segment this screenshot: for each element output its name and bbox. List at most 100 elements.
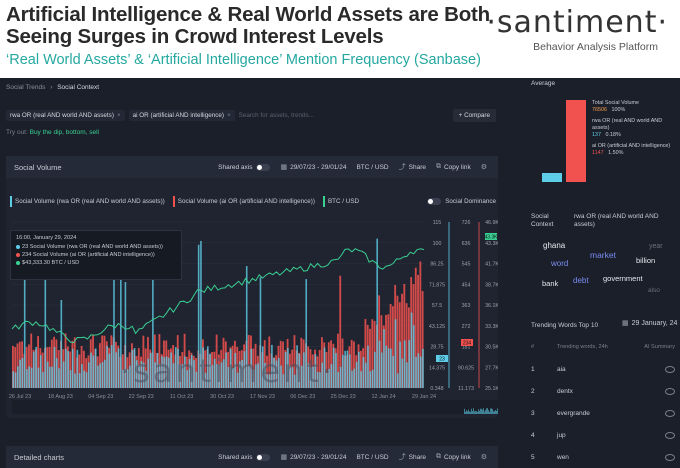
navigator-bar xyxy=(470,411,471,414)
bar-rwa xyxy=(142,362,145,388)
table-row[interactable]: 3 evergrande xyxy=(531,410,675,417)
navigator-bar xyxy=(484,411,485,414)
row-word[interactable]: aia xyxy=(557,366,566,373)
navigator-bar xyxy=(482,409,483,414)
bar-ai xyxy=(421,291,424,388)
shared-axis-control[interactable]: Shared axis xyxy=(218,163,271,171)
row-word[interactable]: jup xyxy=(557,432,566,439)
tooltip-row-rwa: 23 Social Volume (rwa OR (real AND world… xyxy=(16,243,176,251)
bar-rwa xyxy=(310,367,312,388)
legend-item-btc[interactable]: BTC / USD xyxy=(322,195,359,207)
settings-button[interactable]: ⚙ xyxy=(481,453,490,461)
shared-axis-control[interactable]: Shared axis xyxy=(218,453,271,461)
try-out-link[interactable]: Buy the dip, bottom, sell xyxy=(29,129,99,136)
bar-rwa xyxy=(367,345,369,388)
ai-pct: 1.50% xyxy=(608,150,624,156)
shared-axis-label: Shared axis xyxy=(218,453,253,461)
shared-axis-toggle[interactable] xyxy=(256,163,271,171)
y-tick-rwa: 57.5 xyxy=(432,303,442,309)
shared-axis-toggle[interactable] xyxy=(256,453,271,461)
bar-ai xyxy=(37,336,40,388)
bar-rwa xyxy=(326,372,328,388)
table-row[interactable]: 5 wen xyxy=(531,454,675,461)
cloud-word[interactable]: year xyxy=(649,243,663,250)
bar-rwa xyxy=(168,357,170,388)
pair-selector[interactable]: BTC / USD xyxy=(356,163,389,171)
bar-rwa xyxy=(266,374,269,388)
bar-rwa xyxy=(337,371,340,388)
legend-item-ai[interactable]: Social Volume (ai OR (artificial AND int… xyxy=(172,195,315,207)
bar-rwa xyxy=(87,362,90,388)
cloud-word[interactable]: billion xyxy=(636,256,656,265)
trending-date-picker[interactable]: ▦ 29 January, 24 xyxy=(622,319,677,328)
bar-ai xyxy=(359,350,362,388)
badge-btc xyxy=(485,233,497,240)
query-chip-rwa[interactable]: rwa OR (real AND world AND assets) × xyxy=(6,109,125,121)
bar-rwa xyxy=(358,351,360,388)
right-sidebar: Average Total Social Volume 76506 100% r… xyxy=(526,78,680,468)
table-row[interactable]: 1 aia xyxy=(531,366,675,373)
bar-ai xyxy=(318,349,321,388)
bar-rwa xyxy=(14,372,17,388)
legend-item-rwa[interactable]: Social Volume (rwa OR (real AND world AN… xyxy=(10,195,165,207)
ai-value: 1147 xyxy=(592,150,604,156)
dot-icon xyxy=(16,244,20,249)
bar-rwa xyxy=(113,278,115,388)
bar-ai xyxy=(339,275,342,388)
cloud-word[interactable]: ghana xyxy=(543,241,566,250)
copy-link-button[interactable]: ⧉ Copy link xyxy=(436,453,471,461)
settings-button[interactable]: ⚙ xyxy=(481,163,490,171)
chat-icon[interactable] xyxy=(665,410,675,417)
social-dominance-control[interactable]: Social Dominance xyxy=(427,197,496,205)
row-word[interactable]: dentx xyxy=(557,388,573,395)
social-volume-chart[interactable]: 26 Jul 23 18 Aug 23 04 Sep 23 22 Sep 23 11 O… xyxy=(6,208,498,418)
cloud-word[interactable]: market xyxy=(590,250,616,260)
bar-rwa xyxy=(284,352,287,388)
cloud-word[interactable]: government xyxy=(603,274,643,283)
pair-selector[interactable]: BTC / USD xyxy=(356,453,389,461)
row-word[interactable]: evergrande xyxy=(557,410,590,417)
tooltip-date: 16:00, January 29, 2024 xyxy=(16,235,77,241)
cloud-word[interactable]: bank xyxy=(542,279,559,288)
date-range-picker[interactable]: ▦ 29/07/23 - 29/01/24 xyxy=(280,453,346,462)
bar-rwa xyxy=(362,357,365,388)
bar-rwa xyxy=(385,345,388,388)
sanbase-app: Social Trends › Social Context rwa OR (r… xyxy=(0,78,680,468)
cloud-word[interactable]: also xyxy=(648,287,660,294)
bar-ai xyxy=(371,319,374,388)
bar-rwa xyxy=(62,361,65,388)
bar-rwa xyxy=(218,364,221,388)
badge-ai-label: 234 xyxy=(463,341,472,347)
y-tick-rwa: 28.75 xyxy=(430,345,443,351)
bar-rwa xyxy=(245,266,248,388)
bar-rwa xyxy=(312,366,314,388)
y-tick-ai: 636 xyxy=(462,241,471,247)
close-icon[interactable]: × xyxy=(226,111,231,119)
table-row[interactable]: 4 jup xyxy=(531,432,675,439)
chat-icon[interactable] xyxy=(665,432,675,439)
y-tick-ai: 454 xyxy=(462,282,471,288)
date-range-picker[interactable]: ▦ 29/07/23 - 29/01/24 xyxy=(280,163,346,172)
breadcrumb-social-trends[interactable]: Social Trends xyxy=(6,84,46,91)
x-tick-label: 22 Sep 23 xyxy=(129,394,154,400)
bar-rwa xyxy=(229,348,232,388)
chat-icon[interactable] xyxy=(665,454,675,461)
chat-icon[interactable] xyxy=(665,366,675,373)
share-button[interactable]: ⤴ Share xyxy=(399,452,426,462)
chat-icon[interactable] xyxy=(665,388,675,395)
row-word[interactable]: wen xyxy=(557,454,569,461)
bar-rwa xyxy=(223,359,225,388)
bar-ai xyxy=(144,348,147,388)
cloud-word[interactable]: word xyxy=(551,259,569,268)
cloud-word[interactable]: debt xyxy=(573,276,589,285)
share-button[interactable]: ⤴ Share xyxy=(399,162,426,172)
y-tick-rwa: 0.348 xyxy=(430,386,443,392)
copy-link-button[interactable]: ⧉ Copy link xyxy=(436,163,471,171)
close-icon[interactable]: × xyxy=(116,111,121,119)
social-dominance-toggle[interactable] xyxy=(427,197,442,205)
rwa-label: rwa OR (real AND world AND assets) xyxy=(592,118,663,131)
query-chip-ai[interactable]: ai OR (artificial AND intelligence) × xyxy=(128,109,235,121)
compare-button[interactable]: + Compare xyxy=(452,108,496,122)
table-row[interactable]: 2 dentx xyxy=(531,388,675,395)
search-input[interactable]: Search for assets, trends... xyxy=(238,111,314,119)
